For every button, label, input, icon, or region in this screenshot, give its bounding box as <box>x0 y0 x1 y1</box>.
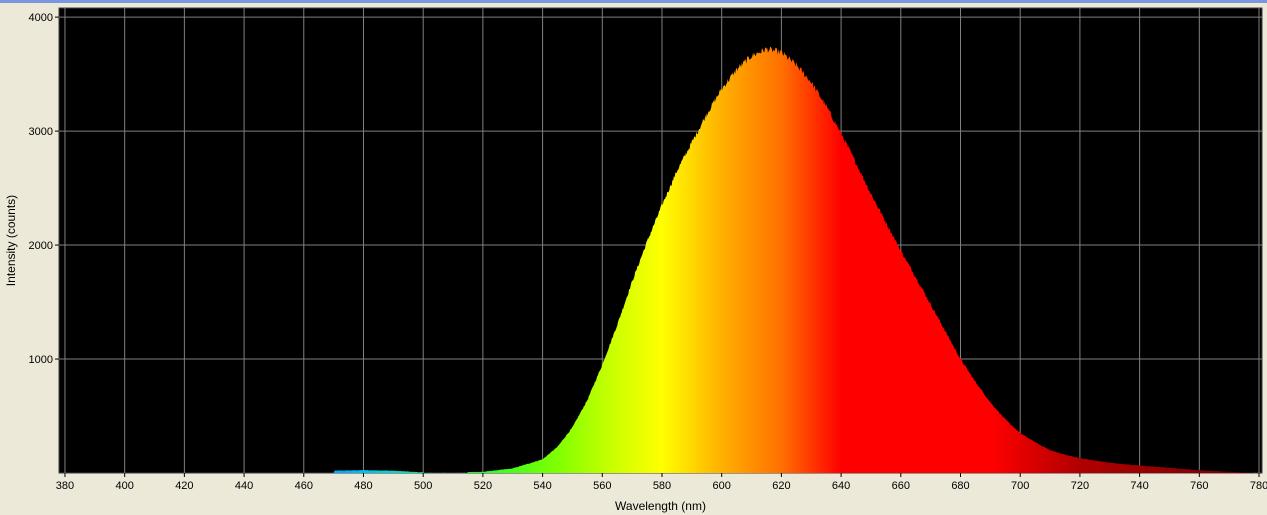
y-tick-label: 1000 <box>29 354 53 366</box>
x-tick-label: 580 <box>653 480 671 492</box>
x-tick-label: 440 <box>235 480 253 492</box>
x-tick-label: 740 <box>1130 480 1148 492</box>
x-tick-label: 380 <box>56 480 74 492</box>
y-axis-title: Intensity (counts) <box>4 195 18 286</box>
x-tick-label: 560 <box>593 480 611 492</box>
x-tick-label: 480 <box>354 480 372 492</box>
spectrum-area <box>333 46 1260 473</box>
x-tick-label: 760 <box>1190 480 1208 492</box>
x-tick-label: 600 <box>713 480 731 492</box>
x-tick-label: 640 <box>832 480 850 492</box>
x-tick-label: 460 <box>295 480 313 492</box>
y-tick-label: 3000 <box>29 126 53 138</box>
window-top-border <box>0 0 1267 3</box>
y-tick-label: 4000 <box>29 12 53 24</box>
x-tick-label: 680 <box>951 480 969 492</box>
y-tick-label: 2000 <box>29 240 53 252</box>
x-tick-label: 400 <box>115 480 133 492</box>
x-axis-title: Wavelength (nm) <box>615 499 706 513</box>
x-tick-label: 420 <box>175 480 193 492</box>
x-tick-label: 720 <box>1071 480 1089 492</box>
x-tick-label: 520 <box>474 480 492 492</box>
axis-ticks: 380 400 420 440 460 480 500 520 540 560 580 600 620 6… <box>29 12 1267 492</box>
x-tick-label: 540 <box>533 480 551 492</box>
x-tick-label: 500 <box>414 480 432 492</box>
x-tick-label: 660 <box>892 480 910 492</box>
x-tick-label: 780 <box>1250 480 1267 492</box>
x-tick-label: 620 <box>772 480 790 492</box>
x-tick-label: 700 <box>1011 480 1029 492</box>
